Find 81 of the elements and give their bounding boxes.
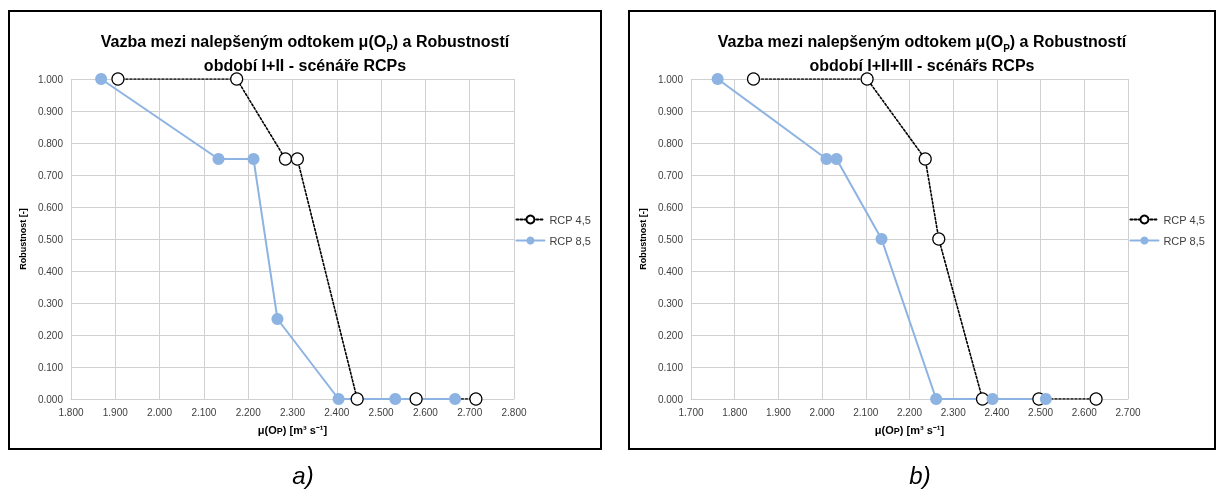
point [230, 72, 244, 86]
y-tick-label: 0.100 [657, 361, 684, 373]
point [975, 392, 990, 406]
x-tick-label: 2.600 [1071, 406, 1098, 418]
y-tick-label: 0.600 [657, 201, 684, 213]
x-tick-label: 1.700 [678, 406, 704, 418]
point [711, 73, 724, 85]
y-tick-label: 0.300 [657, 297, 684, 309]
point [409, 392, 423, 406]
text: a) [291, 462, 315, 490]
x-tick-label: 1.800 [722, 406, 748, 418]
point [860, 72, 874, 86]
point [247, 153, 260, 165]
x-tick-label: 2.300 [940, 406, 967, 418]
point [918, 152, 932, 166]
legend-label: RCP 4,5 [1163, 213, 1205, 226]
x-tick-label: 2.500 [1028, 406, 1054, 418]
point [820, 153, 833, 165]
y-tick-label: 0.900 [657, 105, 684, 117]
y-tick-label: 0.200 [37, 329, 64, 341]
y-tick-label: 0.300 [37, 297, 64, 309]
x-tick-label: 2.700 [457, 406, 483, 418]
text: b) [908, 462, 932, 490]
y-tick-label: 0.000 [657, 393, 684, 405]
point [449, 393, 462, 405]
y-tick-label: 1.000 [37, 73, 64, 85]
y-axis-title: Robustnost [-] [17, 208, 28, 270]
point [875, 233, 888, 245]
legend-label: RCP 4,5 [549, 213, 591, 226]
y-tick-label: 0.400 [657, 265, 684, 277]
point [212, 153, 225, 165]
y-axis-title: Robustnost [-] [637, 208, 648, 270]
x-tick-label: 2.400 [984, 406, 1010, 418]
y-tick-label: 0.800 [37, 137, 64, 149]
y-tick-label: 1.000 [657, 73, 684, 85]
x-axis-title: μ(OP) [m³ s⁻¹] [874, 423, 945, 436]
x-tick-label: 2.400 [324, 406, 350, 418]
x-tick-label: 1.900 [765, 406, 792, 418]
y-tick-label: 0.200 [657, 329, 684, 341]
y-tick-label: 0.400 [37, 265, 64, 277]
point [932, 232, 946, 246]
y-tick-label: 0.100 [37, 361, 64, 373]
point [95, 73, 108, 85]
point [986, 393, 999, 405]
legend-label: RCP 8,5 [1163, 234, 1205, 247]
point [111, 72, 125, 86]
x-tick-label: 2.600 [412, 406, 439, 418]
x-tick-label: 2.200 [896, 406, 923, 418]
x-tick-label: 1.900 [102, 406, 129, 418]
x-tick-label: 2.500 [368, 406, 395, 418]
x-tick-label: 2.200 [235, 406, 262, 418]
point [1089, 392, 1103, 406]
y-tick-label: 0.500 [37, 233, 64, 245]
point [350, 392, 364, 406]
point [1039, 393, 1052, 405]
x-tick-label: 2.800 [501, 406, 527, 418]
x-tick-label: 2.700 [1115, 406, 1141, 418]
y-tick-label: 0.600 [37, 201, 64, 213]
y-tick-label: 0.500 [657, 233, 684, 245]
point [332, 393, 345, 405]
point [290, 152, 304, 166]
point [278, 152, 293, 166]
point [469, 392, 483, 406]
y-tick-label: 0.900 [37, 105, 64, 117]
y-tick-label: 0.000 [37, 393, 64, 405]
point [389, 393, 402, 405]
point [271, 313, 284, 325]
x-tick-label: 2.000 [147, 406, 173, 418]
point [746, 72, 761, 86]
x-axis-title: μ(OP) [m³ s⁻¹] [257, 423, 328, 436]
x-tick-label: 2.300 [279, 406, 306, 418]
y-tick-label: 0.700 [37, 169, 64, 181]
point [830, 153, 843, 165]
y-tick-label: 0.800 [657, 137, 684, 149]
x-tick-label: 2.100 [191, 406, 217, 418]
x-tick-label: 1.800 [58, 406, 84, 418]
x-tick-label: 2.100 [853, 406, 879, 418]
y-tick-label: 0.700 [657, 169, 684, 181]
point [930, 393, 943, 405]
x-tick-label: 2.000 [809, 406, 836, 418]
legend-label: RCP 8,5 [549, 234, 591, 247]
